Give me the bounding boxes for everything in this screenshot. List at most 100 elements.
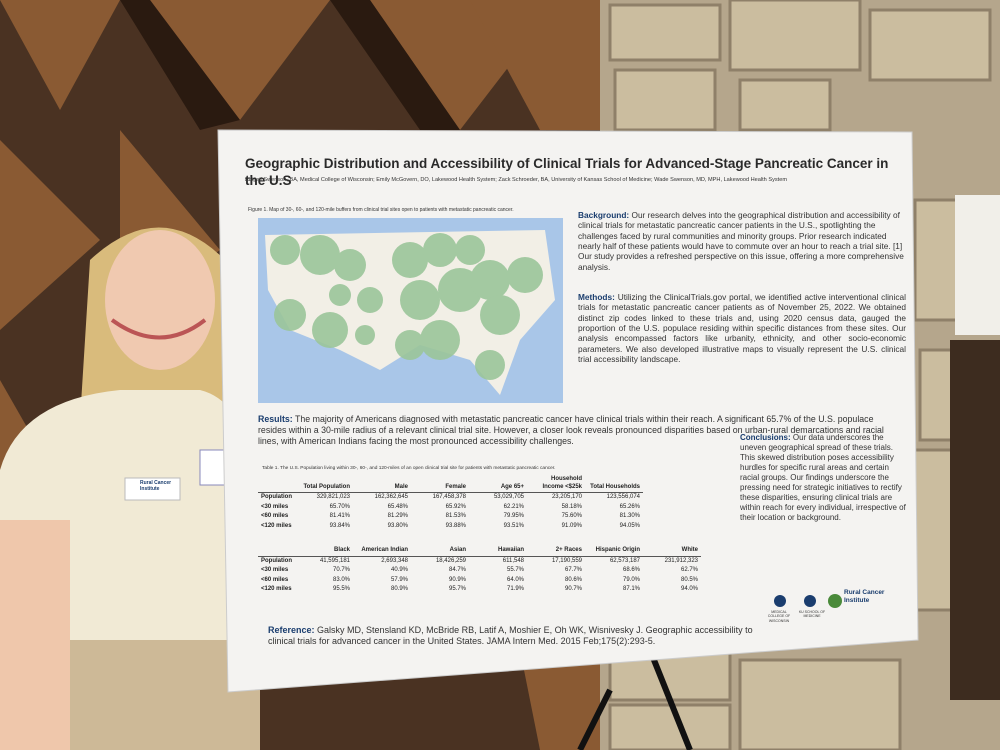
cell: 162,362,645 (374, 494, 408, 500)
column-header: American Indian (353, 546, 411, 557)
cell: 79.95% (503, 513, 524, 519)
column-header: Hispanic Origin (585, 546, 643, 557)
column-header: Female (411, 475, 469, 493)
heading: Methods: (578, 292, 615, 302)
sign (955, 195, 1000, 335)
cell: 90.9% (448, 576, 466, 583)
row-label: <120 miles (261, 522, 292, 529)
column-header: Household Income <$25k (527, 475, 585, 493)
column-header: Male (353, 475, 411, 493)
column-header: Total Population (295, 475, 353, 493)
conclusions: Conclusions: Our data underscores the un… (740, 433, 908, 523)
column-header: 2+ Races (527, 546, 585, 557)
cell: 94.05% (619, 522, 640, 529)
cell: 65.92% (445, 503, 466, 510)
cell: 17,190,559 (551, 557, 582, 564)
table-row: Population 41,595,181 2,693,348 18,426,259 6… (258, 556, 701, 566)
cell: 64.0% (506, 576, 524, 583)
cell: 80.5% (680, 576, 698, 583)
cell: 123,556,074 (606, 494, 640, 500)
paragraph: Our research delves into the geographica… (578, 210, 904, 272)
row-label: <120 miles (261, 586, 292, 592)
cell: 93.80% (387, 522, 408, 529)
row-label: Population (261, 494, 292, 500)
cell: 95.7% (448, 586, 466, 592)
heading: Background: (578, 210, 630, 220)
row-label: Population (261, 557, 292, 564)
cell: 23,205,170 (551, 494, 582, 500)
corner (258, 546, 295, 557)
column-header: Asian (411, 546, 469, 557)
row-label: <60 miles (261, 576, 289, 583)
header-row: Black American Indian Asian Hawaiian 2+ Race… (258, 546, 701, 557)
cell: 65.26% (619, 503, 640, 510)
cell: 91.09% (561, 522, 582, 529)
cell: 58.18% (561, 503, 582, 510)
heading: Conclusions: (740, 433, 791, 442)
authors: Abigail Swenson, BA, Medical College of … (245, 177, 787, 183)
cell: 90.7% (564, 586, 582, 592)
row-label: <30 miles (261, 567, 289, 573)
row-label: <60 miles (261, 513, 289, 519)
cell: 57.9% (390, 576, 408, 583)
cell: 55.7% (506, 567, 524, 573)
cell: 71.9% (506, 586, 524, 592)
methods: Methods: Utilizing the ClinicalTrials.go… (578, 292, 906, 365)
table-2: Black American Indian Asian Hawaiian 2+ Race… (258, 546, 701, 595)
cell: 62,573,187 (609, 557, 640, 564)
logo: Rural Cancer Institute (844, 589, 885, 605)
cell: 84.7% (448, 567, 466, 573)
cell: 81.53% (445, 513, 466, 519)
heading: Reference: (268, 625, 315, 635)
cell: 2,693,348 (381, 557, 408, 564)
table-row: Population 329,821,023 162,362,645 167,458,… (258, 493, 643, 503)
cell: 95.5% (332, 586, 350, 592)
table-row: <30 miles 65.70% 65.48% 65.92% 62.21% 58.18% 6… (258, 503, 643, 513)
cell: 65.70% (329, 503, 350, 510)
cell: 67.7% (564, 567, 582, 573)
column-header: Hawaiian (469, 546, 527, 557)
cell: 93.84% (329, 522, 350, 529)
cell: 79.0% (622, 576, 640, 583)
row-label: <30 miles (261, 503, 289, 510)
cell: 329,821,023 (316, 494, 350, 500)
cell: 62.7% (680, 567, 698, 573)
map (258, 218, 563, 403)
cell: 70.7% (332, 567, 350, 573)
cell: 611,548 (502, 557, 524, 564)
table-1: Total Population Male Female Age 65+ Househo… (258, 475, 643, 531)
cell: 93.51% (503, 522, 524, 529)
cell: 81.41% (329, 513, 350, 519)
column-header: Age 65+ (469, 475, 527, 493)
cell: 65.48% (387, 503, 408, 510)
cell: 40.9% (390, 567, 408, 573)
corner (258, 475, 295, 493)
table-row: <120 miles 95.5% 80.9% 95.7% 71.9% 90.7% 87.1%… (258, 585, 701, 595)
cell: 81.30% (619, 513, 640, 519)
table-row: <120 miles 93.84% 93.80% 93.88% 93.51% 91.09%… (258, 522, 643, 532)
cell: 93.88% (445, 522, 466, 529)
name-badge: Rural Cancer Institute (140, 480, 172, 492)
cell: 87.1% (622, 586, 640, 592)
cell: 75.60% (561, 513, 582, 519)
cell: 167,458,378 (432, 494, 466, 500)
paragraph: Utilizing the ClinicalTrials.gov portal,… (578, 292, 906, 365)
table-2-box: Black American Indian Asian Hawaiian 2+ Race… (258, 546, 738, 595)
cell: 18,426,259 (435, 557, 466, 564)
paragraph: The majority of Americans diagnosed with… (258, 414, 884, 446)
table-row: <30 miles 70.7% 40.9% 84.7% 55.7% 67.7% 68.6% 6… (258, 566, 701, 576)
cell: 80.6% (564, 576, 582, 583)
paragraph: Galsky MD, Stensland KD, McBride RB, Lat… (268, 625, 753, 647)
logo: KU SCHOOL OF MEDICINE (798, 610, 826, 619)
poster-title: Geographic Distribution and Accessibilit… (245, 156, 889, 188)
table-row: <60 miles 81.41% 81.29% 81.53% 79.95% 75.60% 8… (258, 512, 643, 522)
background: Background: Our research delves into the… (578, 210, 906, 272)
cell: 41,595,181 (319, 557, 350, 564)
column-header: Total Households (585, 475, 643, 493)
cell: 80.9% (390, 586, 408, 592)
cell: 68.6% (622, 567, 640, 573)
figure-caption: Figure 1. Map of 30-, 60-, and 120-mile … (248, 207, 514, 213)
cell: 62.21% (503, 503, 524, 510)
column-header: Black (295, 546, 353, 557)
